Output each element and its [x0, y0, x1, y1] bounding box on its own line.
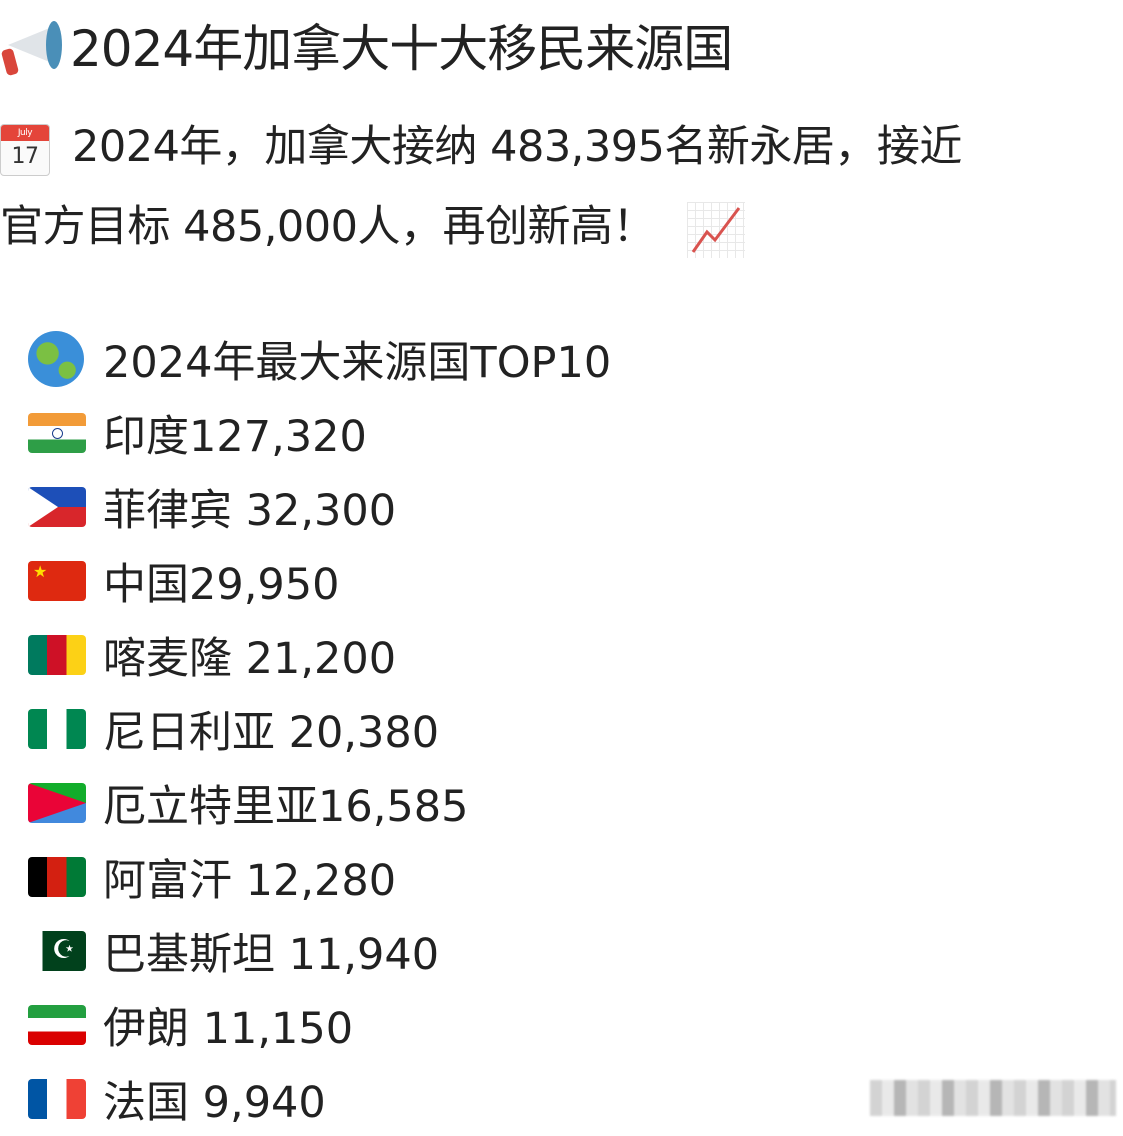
- intro-line-1: July 17 2024年，加拿大接纳 483,395名新永居，接近: [0, 112, 962, 176]
- list-item-label: 中国29,950: [103, 560, 340, 610]
- calendar-day: 17: [11, 143, 40, 169]
- france-flag-icon: [28, 1079, 86, 1119]
- calendar-month: July: [1, 124, 49, 141]
- list-item: 尼日利亚 20,380: [28, 692, 611, 766]
- afghanistan-flag-icon: [28, 857, 86, 897]
- list-item: 菲律宾 32,300: [28, 470, 611, 544]
- list-item: 喀麦隆 21,200: [28, 618, 611, 692]
- list-item-label: 菲律宾 32,300: [103, 486, 397, 536]
- list-item-label: 伊朗 11,150: [103, 1004, 354, 1054]
- list-heading: 2024年最大来源国TOP10: [28, 322, 611, 396]
- globe-icon: [28, 331, 84, 387]
- intro-text-2: 官方目标 485,000人，再创新高！: [0, 202, 655, 252]
- iran-flag-icon: [28, 1005, 86, 1045]
- list-item: 阿富汗 12,280: [28, 840, 611, 914]
- list-item: 伊朗 11,150: [28, 988, 611, 1062]
- list-item-label: 阿富汗 12,280: [103, 856, 397, 906]
- pakistan-flag-icon: [28, 931, 86, 971]
- list-item-label: 厄立特里亚16,585: [103, 782, 469, 832]
- top10-list: 2024年最大来源国TOP10 印度127,320 菲律宾 32,300 中国2…: [28, 322, 611, 1136]
- china-flag-icon: [28, 561, 86, 601]
- nigeria-flag-icon: [28, 709, 86, 749]
- list-item: 巴基斯坦 11,940: [28, 914, 611, 988]
- title-text: 2024年加拿大十大移民来源国: [70, 20, 733, 78]
- megaphone-icon: [0, 15, 66, 77]
- list-item: 厄立特里亚16,585: [28, 766, 611, 840]
- pixelated-watermark: [870, 1080, 1116, 1116]
- post-title: 2024年加拿大十大移民来源国: [0, 12, 733, 78]
- india-flag-icon: [28, 413, 86, 453]
- list-item-label: 印度127,320: [103, 412, 367, 462]
- list-item-label: 尼日利亚 20,380: [103, 708, 440, 758]
- list-heading-text: 2024年最大来源国TOP10: [103, 338, 612, 388]
- intro-text-1: 2024年，加拿大接纳 483,395名新永居，接近: [72, 122, 962, 172]
- list-item: 法国 9,940: [28, 1062, 611, 1136]
- list-item-label: 巴基斯坦 11,940: [103, 930, 440, 980]
- list-item-label: 法国 9,940: [103, 1078, 326, 1128]
- cameroon-flag-icon: [28, 635, 86, 675]
- eritrea-flag-icon: [28, 783, 86, 823]
- intro-line-2: 官方目标 485,000人，再创新高！: [0, 192, 745, 258]
- list-item: 印度127,320: [28, 396, 611, 470]
- philippines-flag-icon: [28, 487, 86, 527]
- chart-increasing-icon: [686, 201, 745, 258]
- calendar-icon: July 17: [0, 123, 50, 176]
- list-item-label: 喀麦隆 21,200: [103, 634, 397, 684]
- list-item: 中国29,950: [28, 544, 611, 618]
